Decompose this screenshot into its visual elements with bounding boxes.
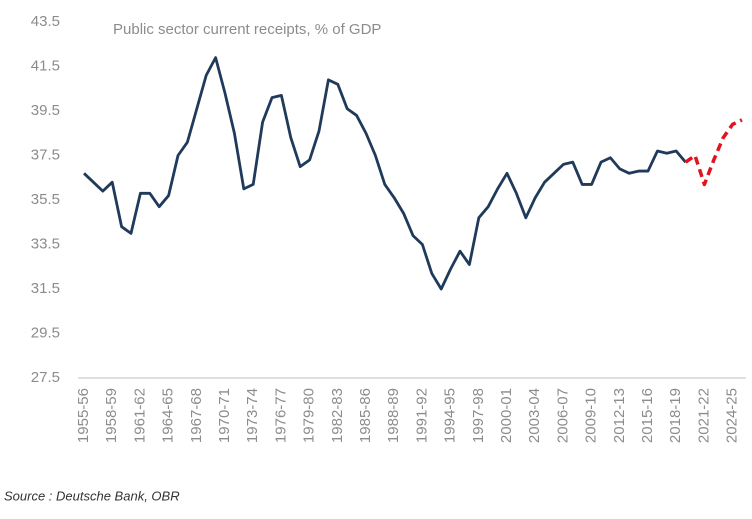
x-tick-label: 1994-95 [442, 388, 459, 443]
x-tick-label: 1997-98 [470, 388, 487, 443]
y-tick-label: 27.5 [31, 369, 60, 386]
data-line [684, 118, 743, 187]
x-tick-label: 1988-89 [385, 388, 402, 443]
y-tick-label: 33.5 [31, 235, 60, 252]
x-tick-label: 1955-56 [75, 388, 92, 443]
x-tick-label: 1970-71 [216, 388, 233, 443]
x-tick-label: 2012-13 [611, 388, 628, 443]
x-tick-label: 2009-10 [583, 388, 600, 443]
x-tick-label: 2024-25 [724, 388, 741, 443]
x-tick-label: 1976-77 [272, 388, 289, 443]
x-tick-label: 2003-04 [526, 388, 543, 443]
x-tick-label: 2006-07 [554, 388, 571, 443]
x-tick-label: 2021-22 [695, 388, 712, 443]
x-tick-label: 1973-74 [244, 388, 261, 443]
y-tick-label: 31.5 [31, 280, 60, 297]
y-tick-label: 43.5 [31, 13, 60, 30]
x-tick-label: 1958-59 [103, 388, 120, 443]
x-tick-label: 1991-92 [413, 388, 430, 443]
x-tick-label: 2018-19 [667, 388, 684, 443]
y-tick-label: 35.5 [31, 191, 60, 208]
x-tick-label: 2000-01 [498, 388, 515, 443]
x-tick-label: 1982-83 [329, 388, 346, 443]
y-tick-label: 37.5 [31, 146, 60, 163]
x-tick-label: 1985-86 [357, 388, 374, 443]
x-tick-label: 1967-68 [188, 388, 205, 443]
x-tick-label: 1979-80 [301, 388, 318, 443]
y-tick-label: 41.5 [31, 57, 60, 74]
x-tick-label: 1961-62 [131, 388, 148, 443]
x-tick-label: 2015-16 [639, 388, 656, 443]
x-tick-label: 1964-65 [160, 388, 177, 443]
data-line [83, 56, 687, 291]
y-tick-label: 29.5 [31, 324, 60, 341]
source-note: Source : Deutsche Bank, OBR [4, 488, 180, 503]
y-tick-label: 39.5 [31, 102, 60, 119]
chart-title: Public sector current receipts, % of GDP [113, 21, 381, 38]
